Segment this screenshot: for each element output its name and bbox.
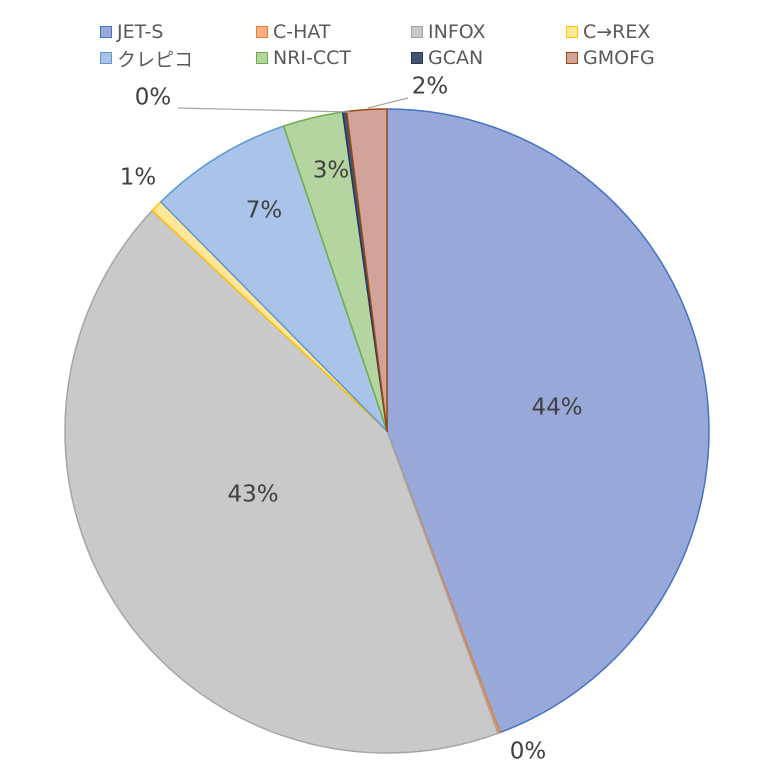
legend-label: NRI-CCT xyxy=(273,47,352,69)
pie-slice-1 xyxy=(386,108,710,734)
data-label: 43% xyxy=(227,482,278,508)
legend-item-c-hat: C-HAT xyxy=(256,20,331,44)
legend-label: GCAN xyxy=(428,47,484,69)
data-label: 3% xyxy=(313,158,350,184)
data-label: 44% xyxy=(531,395,582,421)
legend-item-c-rex: C→REX xyxy=(566,20,650,44)
data-label: 7% xyxy=(246,198,283,224)
legend-label: C→REX xyxy=(583,21,651,43)
data-label: 1% xyxy=(120,165,157,191)
legend-swatch xyxy=(256,26,268,38)
legend-label: GMOFG xyxy=(583,47,655,69)
legend-item-gmofg: GMOFG xyxy=(566,46,655,70)
legend-swatch xyxy=(411,52,423,64)
legend-swatch xyxy=(100,26,112,38)
leader-line xyxy=(177,107,351,113)
legend: JET-S C-HAT INFOX C→REX クレピコ NRI-CCT GCA… xyxy=(0,0,768,80)
data-label: 0% xyxy=(510,739,547,765)
legend-item-gcan: GCAN xyxy=(411,46,483,70)
legend-swatch xyxy=(411,26,423,38)
pie-slice-5 xyxy=(159,125,388,432)
legend-item-nri-cct: NRI-CCT xyxy=(256,46,351,70)
leader-line xyxy=(367,97,409,109)
legend-item-infox: INFOX xyxy=(411,20,486,44)
legend-label: クレピコ xyxy=(117,48,194,71)
legend-swatch xyxy=(566,26,578,38)
legend-item-jet-s: JET-S xyxy=(100,20,163,44)
legend-item-krepiko: クレピコ xyxy=(100,46,194,71)
legend-label: JET-S xyxy=(117,21,164,43)
pie-slice-3 xyxy=(64,209,499,754)
legend-label: C-HAT xyxy=(273,21,331,43)
data-label: 0% xyxy=(135,85,172,111)
legend-swatch xyxy=(566,52,578,64)
legend-swatch xyxy=(100,52,112,64)
legend-label: INFOX xyxy=(428,21,486,43)
legend-swatch xyxy=(256,52,268,64)
data-label: 2% xyxy=(412,74,449,100)
